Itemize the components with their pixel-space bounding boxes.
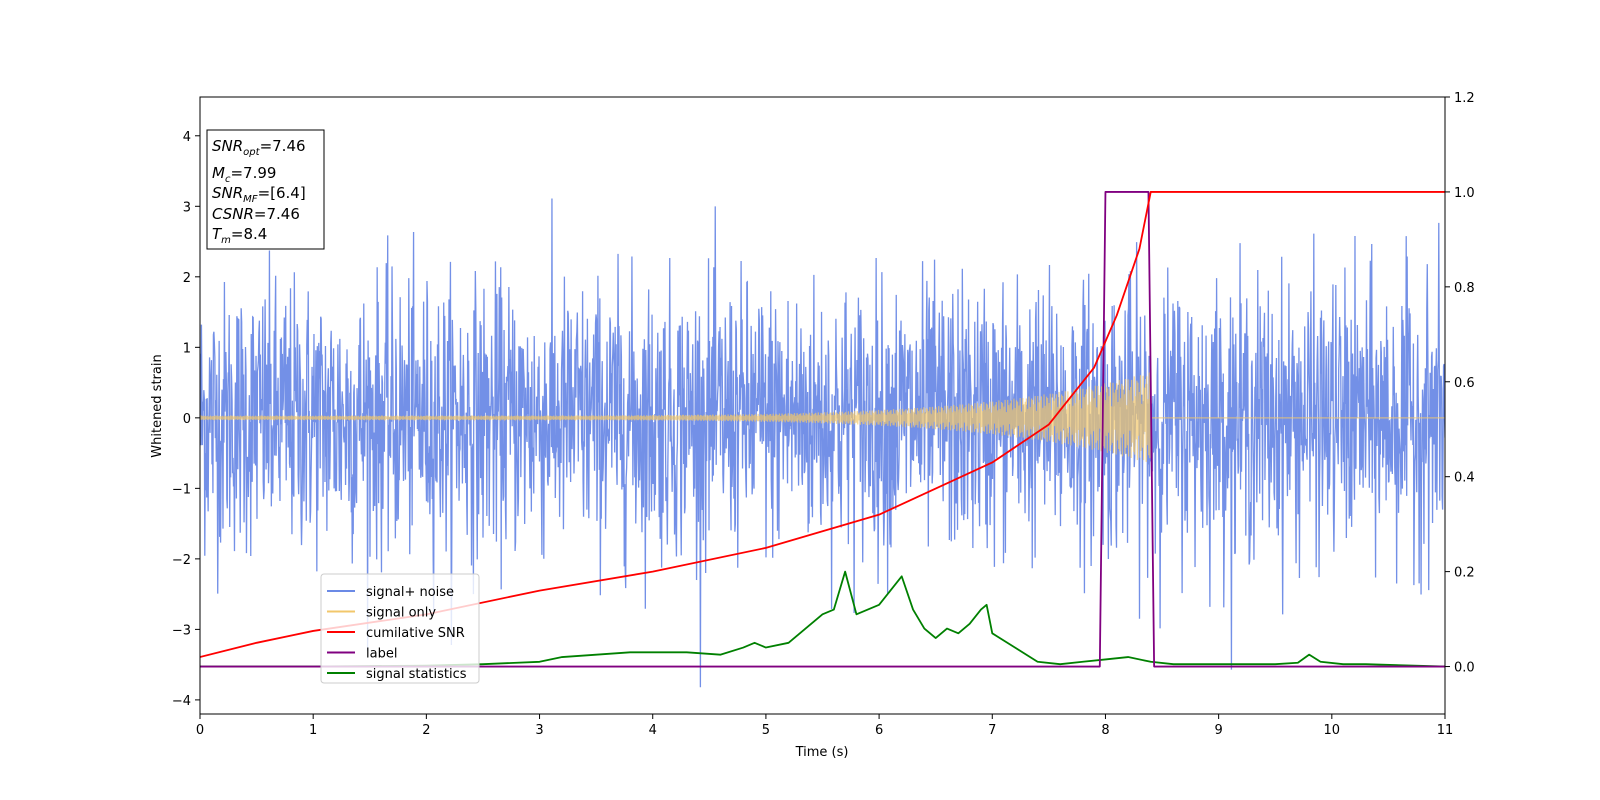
- x-tick-label: 10: [1324, 723, 1341, 738]
- y-tick-label-right: 0.8: [1454, 281, 1475, 296]
- x-tick-label: 0: [196, 723, 204, 738]
- annotation-frame: [206, 129, 325, 250]
- annotation-box: SNRopt=7.46 Mc=7.99 SNRMF=[6.4] CSNR=7.4…: [206, 129, 325, 250]
- plot-frame: [199, 96, 1446, 715]
- y-axis-label: Whitened strain: [150, 354, 165, 457]
- y-tick-label-left: −2: [172, 553, 191, 568]
- y-tick-label-right: 1.0: [1454, 186, 1475, 201]
- y-tick-label-left: 2: [183, 271, 191, 286]
- legend-entry: signal statistics: [366, 667, 467, 682]
- legend-entry: signal+ noise: [366, 585, 454, 600]
- series-signal-noise: [200, 198, 1445, 688]
- annotation-csnr: CSNR=7.46: [212, 205, 300, 223]
- x-tick-label: 6: [875, 723, 883, 738]
- x-tick-label: 7: [988, 723, 996, 738]
- x-tick-label: 5: [762, 723, 770, 738]
- x-tick-label: 11: [1437, 723, 1454, 738]
- y-tick-label-right: 1.2: [1454, 91, 1475, 106]
- series-signal-only: [200, 372, 1445, 462]
- annotation-tm: Tm=8.4: [212, 225, 267, 246]
- x-tick-label: 4: [649, 723, 657, 738]
- series-label: [200, 191, 1445, 668]
- y-tick-label-right: 0.6: [1454, 376, 1475, 391]
- y-tick-label-left: 0: [183, 412, 191, 427]
- legend-frame: [320, 573, 480, 684]
- legend-entry: label: [366, 647, 397, 662]
- legend-entry: cumilative SNR: [366, 626, 465, 641]
- y-axis-left: −4 −3 −2 −1 0 1 2 3 4: [172, 130, 200, 709]
- y-tick-label-right: 0.4: [1454, 471, 1475, 486]
- plot-area: [200, 191, 1445, 688]
- x-tick-label: 2: [422, 723, 430, 738]
- x-tick-label: 3: [535, 723, 543, 738]
- x-tick-label: 9: [1214, 723, 1222, 738]
- y-tick-label-left: 1: [183, 341, 191, 356]
- legend: signal+ noise signal only cumilative SNR la…: [320, 573, 480, 684]
- series-signal-statistics: [200, 570, 1445, 668]
- x-axis: 0 1 2 3 4 5 6 7 8 9 10 11: [196, 714, 1453, 738]
- y-tick-label-left: 4: [183, 130, 191, 145]
- y-tick-label-right: 0.2: [1454, 566, 1475, 581]
- y-axis-right: 0.0 0.2 0.4 0.6 0.8 1.0 1.2: [1445, 91, 1475, 676]
- legend-entry: signal only: [366, 606, 436, 621]
- y-tick-label-left: −4: [172, 694, 191, 709]
- annotation-mc: Mc=7.99: [212, 164, 276, 185]
- series-layer: [200, 191, 1445, 688]
- x-tick-label: 1: [309, 723, 317, 738]
- annotation-snr-opt: SNRopt=7.46: [212, 137, 306, 158]
- annotation-snr-mf: SNRMF=[6.4]: [212, 184, 306, 205]
- y-tick-label-right: 0.0: [1454, 661, 1475, 676]
- y-tick-label-left: 3: [183, 200, 191, 215]
- x-tick-label: 8: [1101, 723, 1109, 738]
- y-tick-label-left: −3: [172, 623, 191, 638]
- y-tick-label-left: −1: [172, 482, 191, 497]
- x-axis-label: Time (s): [795, 745, 849, 760]
